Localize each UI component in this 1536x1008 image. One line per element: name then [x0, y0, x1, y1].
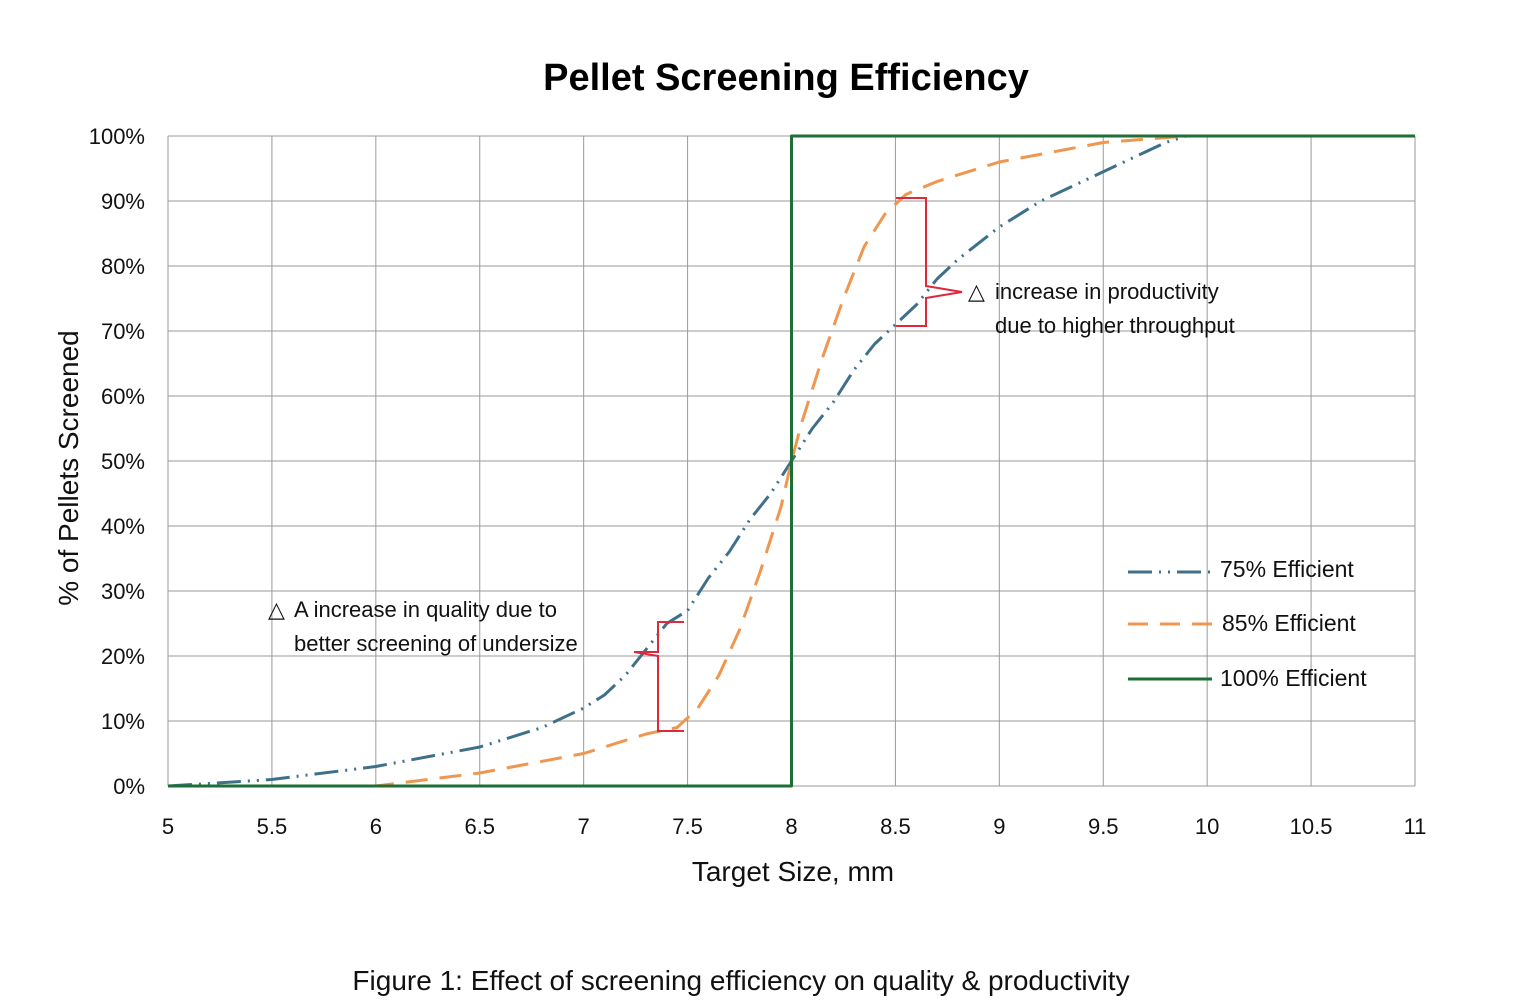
quality-bracket [633, 621, 684, 732]
series-line-1 [168, 134, 1187, 788]
productivity-delta-symbol: △ [968, 279, 985, 304]
series-line-2 [168, 134, 1415, 788]
y-tick-label: 40% [101, 514, 145, 539]
x-tick-labels: 5 5.5 6 6.5 7 7.5 8 8.5 9 9.5 10 10.5 11 [162, 814, 1427, 839]
y-tick-label: 10% [101, 709, 145, 734]
legend: 75% Efficient 85% Efficient 100% Efficie… [1128, 556, 1367, 691]
legend-label-100: 100% Efficient [1220, 665, 1367, 691]
quality-annotation-line-2: better screening of undersize [294, 631, 578, 656]
y-tick-label: 90% [101, 189, 145, 214]
x-tick-label: 7 [578, 814, 590, 839]
x-tick-label: 5 [162, 814, 174, 839]
y-tick-label: 30% [101, 579, 145, 604]
y-tick-label: 0% [113, 774, 145, 799]
x-tick-label: 6.5 [464, 814, 495, 839]
x-axis-label: Target Size, mm [692, 856, 894, 887]
annotation-quality: △ A increase in quality due to better sc… [268, 597, 684, 732]
productivity-bracket [896, 197, 963, 327]
series-group [167, 134, 1415, 788]
x-tick-label: 6 [370, 814, 382, 839]
quality-annotation-line-1: A increase in quality due to [294, 597, 557, 622]
annotation-productivity: △ increase in productivity due to higher… [896, 197, 1235, 338]
productivity-annotation-line-2: due to higher throughput [995, 313, 1235, 338]
y-tick-label: 80% [101, 254, 145, 279]
legend-label-85: 85% Efficient [1222, 610, 1356, 636]
y-tick-label: 50% [101, 449, 145, 474]
quality-delta-symbol: △ [268, 597, 285, 622]
x-tick-label: 10.5 [1290, 814, 1333, 839]
y-tick-label: 70% [101, 319, 145, 344]
y-tick-label: 20% [101, 644, 145, 669]
x-tick-label: 11 [1404, 814, 1427, 839]
chart-title: Pellet Screening Efficiency [543, 57, 1029, 99]
x-tick-label: 10 [1195, 814, 1219, 839]
y-tick-labels: 0% 10% 20% 30% 40% 50% 60% 70% 80% 90% 100% [89, 124, 145, 799]
x-tick-label: 9.5 [1088, 814, 1119, 839]
y-axis-label: % of Pellets Screened [53, 330, 84, 606]
x-tick-label: 5.5 [257, 814, 288, 839]
legend-label-75: 75% Efficient [1220, 556, 1354, 582]
y-tick-label: 100% [89, 124, 145, 149]
x-tick-label: 7.5 [672, 814, 703, 839]
figure-caption: Figure 1: Effect of screening efficiency… [352, 965, 1129, 996]
x-tick-label: 9 [993, 814, 1005, 839]
x-tick-label: 8.5 [880, 814, 911, 839]
y-tick-label: 60% [101, 384, 145, 409]
productivity-annotation-line-1: increase in productivity [995, 279, 1219, 304]
x-tick-label: 8 [785, 814, 797, 839]
